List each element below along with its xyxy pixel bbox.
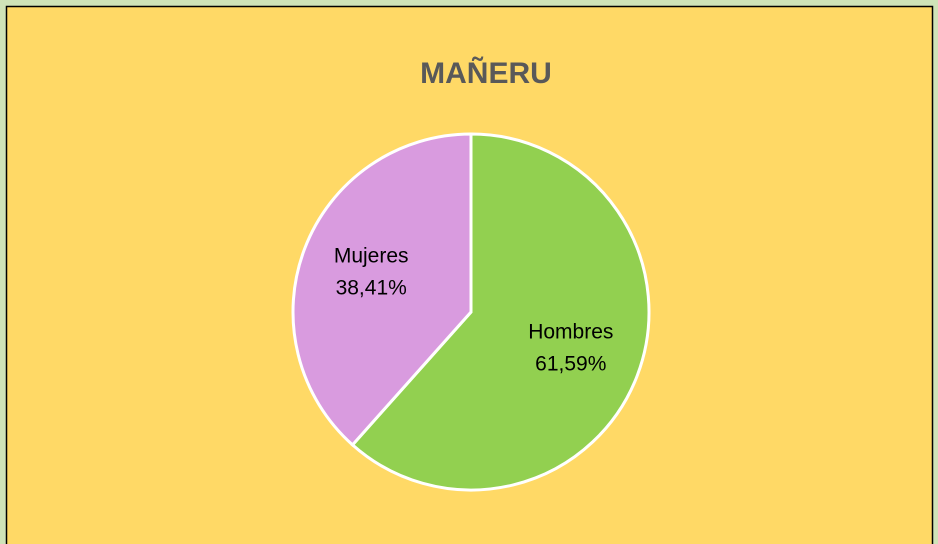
pie-slice: [350, 132, 651, 492]
pie-slice: [291, 132, 473, 447]
chart-title: MAÑERU: [420, 56, 552, 90]
slice-category-label: Mujeres: [334, 245, 409, 268]
slice-value-label: 38,41%: [336, 277, 407, 300]
slice-value-label: 61,59%: [535, 353, 606, 376]
slice-category-label: Hombres: [528, 321, 613, 344]
